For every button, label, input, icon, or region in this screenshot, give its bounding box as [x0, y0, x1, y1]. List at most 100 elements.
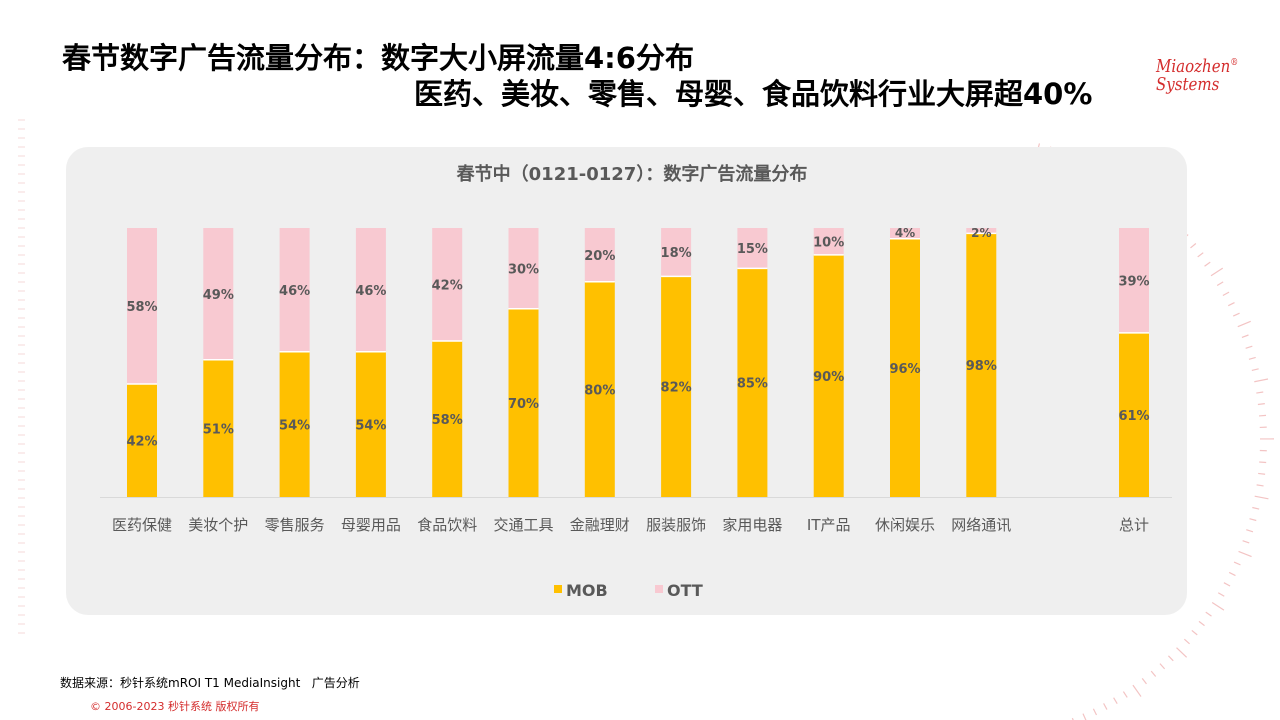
decorative-tick — [1256, 484, 1264, 487]
bar-ott — [890, 228, 920, 239]
bar-mob — [127, 384, 157, 497]
decorative-tick — [1197, 252, 1204, 258]
data-label-ott: 2% — [971, 226, 991, 240]
decorative-tick — [1227, 302, 1235, 307]
decorative-tick — [1242, 540, 1250, 544]
decorative-tick — [1122, 691, 1128, 698]
bar-mob — [813, 254, 844, 497]
bar-mob — [661, 276, 692, 497]
decorative-tick — [1216, 281, 1224, 287]
bar-ott — [584, 228, 615, 282]
data-label-mob: 90% — [813, 370, 844, 385]
bar-ott — [966, 228, 997, 234]
decorative-tick — [1245, 345, 1253, 349]
data-label-mob: 54% — [279, 418, 310, 433]
decorative-tick — [1254, 495, 1269, 500]
bar-ott — [127, 228, 157, 385]
data-label-mob: 96% — [889, 362, 920, 377]
bar-ott — [355, 228, 386, 352]
decorative-tick — [1248, 356, 1256, 360]
data-label-mob: 82% — [661, 381, 692, 396]
bar-mob — [890, 238, 920, 497]
decorative-tick — [1217, 592, 1225, 597]
decorative-tick — [1237, 320, 1251, 328]
data-label-mob: 85% — [737, 377, 768, 392]
data-label-mob: 42% — [126, 435, 157, 450]
data-label-ott: 20% — [584, 249, 615, 264]
bar-ott — [737, 228, 768, 269]
decorative-tick — [1222, 291, 1230, 296]
data-label-mob: 98% — [966, 359, 997, 374]
decorative-tick — [1251, 368, 1259, 372]
page-title: 春节数字广告流量分布：数字大小屏流量4:6分布 医药、美妆、零售、母婴、食品饮料… — [62, 40, 1092, 112]
decorative-tick — [1191, 629, 1198, 636]
bar-ott — [508, 228, 539, 309]
data-label-mob: 80% — [584, 383, 615, 398]
decorative-tick — [1211, 602, 1225, 611]
data-label-mob: 51% — [203, 422, 234, 437]
data-label-ott: 10% — [813, 235, 844, 250]
decorative-tick — [1205, 611, 1212, 617]
decorative-tick — [1228, 571, 1236, 577]
x-tick-label: IT产品 — [807, 516, 851, 534]
x-tick-label: 零售服务 — [265, 516, 325, 534]
decorative-tick — [1223, 582, 1231, 587]
data-label-ott: 49% — [203, 288, 234, 303]
bar-mob — [432, 340, 463, 497]
bar-ott — [203, 228, 234, 360]
chart-panel — [66, 147, 1187, 615]
bar-mob — [355, 351, 386, 497]
decorative-tick — [1183, 638, 1190, 645]
logo-registered-mark: ® — [1230, 56, 1239, 68]
x-tick-label: 母婴用品 — [341, 516, 401, 534]
legend-swatch-ott — [655, 585, 663, 593]
bar-mob — [737, 268, 768, 497]
bar-mob — [1119, 332, 1149, 497]
decorative-tick — [1210, 267, 1224, 277]
data-label-ott: 15% — [737, 242, 768, 257]
data-label-ott: 42% — [432, 278, 463, 293]
decorative-tick — [1241, 334, 1249, 338]
decorative-tick — [1103, 703, 1108, 710]
decorative-tick — [1238, 550, 1252, 558]
x-tick-label: 服装服饰 — [646, 516, 706, 534]
bar-ott — [279, 228, 310, 352]
page-title-line1: 春节数字广告流量分布：数字大小屏流量4:6分布 — [62, 41, 694, 75]
decorative-tick — [1132, 684, 1142, 697]
bar-ott — [432, 228, 463, 341]
bar-mob — [279, 351, 310, 497]
x-tick-label: 家用电器 — [722, 516, 782, 534]
decorative-tick — [1082, 713, 1087, 720]
data-label-mob: 54% — [355, 418, 386, 433]
bar-mob — [966, 233, 997, 497]
decorative-tick — [1190, 243, 1197, 249]
data-label-mob: 61% — [1118, 409, 1149, 424]
logo-text-line1: Miaozhen — [1156, 55, 1231, 77]
bar-ott — [661, 228, 692, 277]
decorative-tick — [1092, 708, 1098, 716]
legend-label-ott: OTT — [667, 581, 703, 600]
decorative-tick — [1198, 620, 1205, 627]
bar-ott — [1119, 228, 1149, 333]
page-title-line2: 医药、美妆、零售、母婴、食品饮料行业大屏超40% — [414, 77, 1093, 111]
decorative-tick — [1259, 461, 1267, 464]
miaozhen-logo: Miaozhen® Systems — [1156, 53, 1239, 94]
decorative-tick — [1232, 312, 1240, 317]
decorative-tick — [1159, 663, 1166, 670]
data-label-ott: 30% — [508, 262, 539, 277]
decorative-tick — [1246, 529, 1254, 533]
data-source: 数据来源：秒针系统mROI T1 MediaInsight 广告分析 — [60, 676, 360, 690]
x-tick-label: 网络通讯 — [951, 516, 1011, 534]
bar-ott — [813, 228, 844, 255]
decorative-tick — [1141, 677, 1147, 685]
decorative-tick — [1204, 261, 1211, 267]
decorative-tick — [1071, 717, 1074, 720]
legend-label-mob: MOB — [566, 581, 608, 600]
data-label-ott: 46% — [279, 284, 310, 299]
decorative-tick — [1150, 670, 1157, 677]
data-label-mob: 58% — [432, 413, 463, 428]
decorative-tick — [1113, 697, 1118, 705]
data-label-ott: 39% — [1118, 274, 1149, 289]
x-tick-label: 金融理财 — [570, 516, 630, 534]
